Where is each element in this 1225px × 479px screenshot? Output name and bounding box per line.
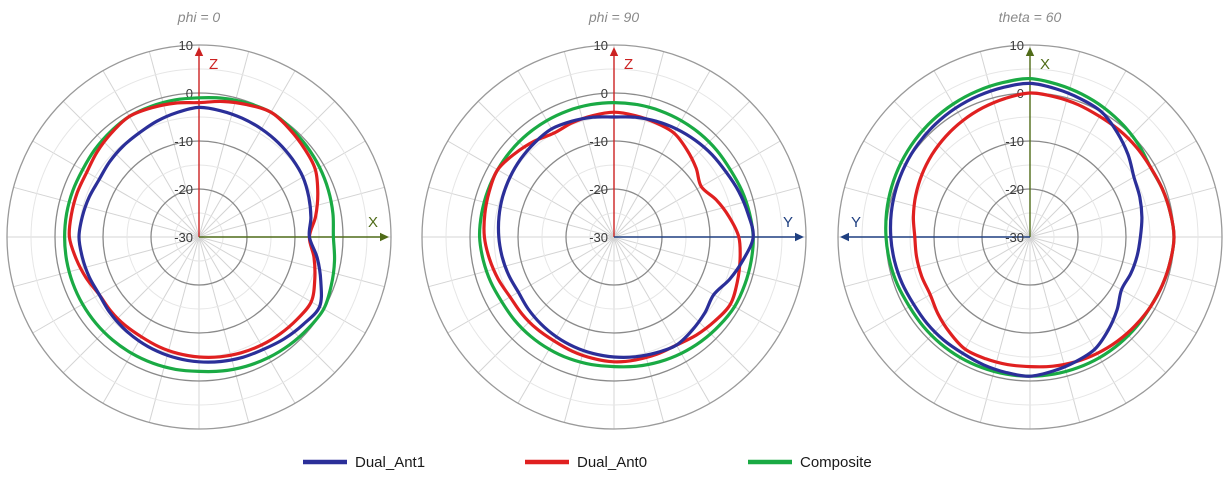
axis-arrow-y bbox=[795, 232, 804, 242]
radial-tick-label: -20 bbox=[1005, 182, 1024, 197]
chart-title: phi = 90 bbox=[588, 9, 639, 25]
series-trace-dual-ant0 bbox=[482, 110, 742, 364]
grid-circle bbox=[6, 44, 392, 430]
radial-tick-label: -20 bbox=[589, 182, 608, 197]
axis-label-y: Y bbox=[851, 214, 861, 231]
axis-label-z: Z bbox=[209, 56, 218, 73]
axis-label-x: X bbox=[1040, 56, 1050, 73]
series-trace-dual-ant0 bbox=[911, 91, 1176, 369]
axis-label-z: Z bbox=[624, 56, 633, 73]
radial-tick-label: 10 bbox=[179, 38, 193, 53]
legend: Dual_Ant1 Dual_Ant0 Composite bbox=[303, 454, 872, 471]
axis-label-x: X bbox=[368, 214, 378, 231]
legend-label: Dual_Ant0 bbox=[577, 454, 647, 471]
series-trace-dual-ant1 bbox=[888, 81, 1144, 378]
axis-arrow-z bbox=[609, 47, 619, 56]
legend-label: Composite bbox=[800, 454, 872, 471]
radial-tick-label: -10 bbox=[589, 134, 608, 149]
grid-circle bbox=[837, 44, 1223, 430]
axis-arrow-x bbox=[380, 232, 389, 242]
radial-tick-label: 0 bbox=[186, 86, 193, 101]
radial-tick-label: 10 bbox=[594, 38, 608, 53]
grid-circle bbox=[421, 44, 807, 430]
chart-title: phi = 0 bbox=[177, 9, 221, 25]
radial-tick-label: -10 bbox=[1005, 134, 1024, 149]
series-trace-dual-ant1 bbox=[496, 115, 755, 359]
legend-label: Dual_Ant1 bbox=[355, 454, 425, 471]
polar-chart-2: phi = 90 Z Y 10 0 -10 -20 -30 bbox=[421, 9, 807, 430]
radial-tick-label: -20 bbox=[174, 182, 193, 197]
series-trace-composite bbox=[62, 95, 337, 374]
radial-tick-label: 0 bbox=[601, 86, 608, 101]
axis-label-y: Y bbox=[783, 214, 793, 231]
polar-chart-1: phi = 0 Z X 10 0 -10 -20 -30 bbox=[6, 9, 392, 430]
axis-arrow-x bbox=[1025, 47, 1035, 56]
series-trace-dual-ant1 bbox=[77, 105, 324, 364]
radial-tick-label: -10 bbox=[174, 134, 193, 149]
chart-title: theta = 60 bbox=[999, 9, 1062, 25]
series-trace-dual-ant0 bbox=[67, 99, 320, 359]
radial-tick-label: -30 bbox=[589, 230, 608, 245]
radial-tick-label: 10 bbox=[1010, 38, 1024, 53]
axis-arrow-z bbox=[194, 47, 204, 56]
radial-tick-label: -30 bbox=[1005, 230, 1024, 245]
radial-tick-label: -30 bbox=[174, 230, 193, 245]
axis-arrow-y bbox=[840, 232, 849, 242]
